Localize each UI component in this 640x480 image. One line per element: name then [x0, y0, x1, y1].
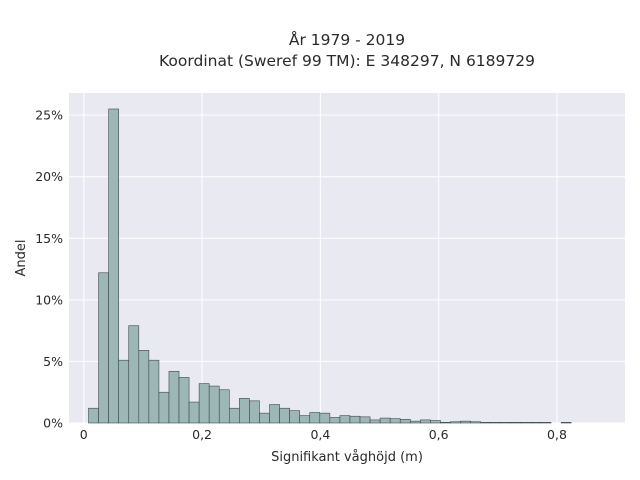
histogram-bar [128, 325, 140, 424]
histogram-bar [228, 407, 240, 424]
y-tick-label: 15% [35, 231, 63, 246]
histogram-bar [520, 422, 532, 424]
y-tick-label: 0% [43, 416, 63, 431]
histogram-bar [299, 415, 311, 424]
plot-area [69, 93, 625, 423]
x-axis-ticks: 0 0,2 0,4 0,6 0,8 [80, 427, 567, 442]
histogram-bar [420, 419, 431, 424]
x-tick-label: 0,2 [192, 427, 212, 442]
histogram-bar [178, 377, 190, 424]
histogram-bar [208, 385, 220, 424]
histogram-bar [148, 359, 160, 424]
histogram-bar [409, 420, 421, 424]
y-tick-label: 20% [35, 169, 63, 184]
histogram-bar [98, 272, 109, 424]
histogram-bar [319, 412, 331, 424]
histogram-bar [108, 108, 119, 424]
histogram-bar [329, 417, 341, 424]
histogram-bar [480, 422, 492, 424]
histogram-bar [470, 421, 481, 424]
histogram-bar [540, 422, 552, 424]
histogram-bar [249, 400, 260, 424]
histogram-bar [118, 359, 130, 424]
x-tick-label: 0,8 [547, 427, 567, 442]
histogram-bar [88, 407, 99, 424]
chart-title-line-2: Koordinat (Sweref 99 TM): E 348297, N 61… [159, 52, 535, 70]
histogram-bar [510, 422, 522, 424]
histogram-bar [158, 391, 170, 424]
histogram-bar [430, 420, 441, 424]
histogram-bar [460, 420, 471, 424]
histogram-bar [349, 415, 361, 424]
histogram-bar [198, 383, 210, 424]
histogram-bar [279, 407, 290, 424]
histogram-bar [339, 415, 351, 424]
histogram-bar [560, 422, 572, 424]
histogram-bars [88, 108, 572, 424]
histogram-bar [399, 419, 411, 424]
histogram-bar [259, 412, 270, 424]
y-axis-label: Andel [14, 240, 29, 277]
histogram-bar [218, 389, 230, 424]
histogram-bar [188, 401, 200, 424]
histogram-bar [450, 421, 461, 424]
x-tick-label: 0 [80, 427, 88, 442]
histogram-bar [309, 412, 321, 424]
histogram-bar [530, 422, 542, 424]
histogram-bar [500, 422, 512, 424]
y-tick-label: 5% [43, 354, 63, 369]
x-axis-label: Signifikant våghöjd (m) [271, 450, 423, 465]
histogram-bar [138, 350, 150, 424]
histogram-bar [168, 370, 180, 424]
y-tick-label: 10% [35, 292, 63, 307]
y-axis-ticks: 0% 5% 10% 15% 20% 25% [35, 108, 63, 431]
histogram-bar [490, 422, 502, 424]
x-tick-label: 0,4 [310, 427, 330, 442]
histogram-bar [289, 410, 300, 424]
histogram-bar [440, 422, 451, 424]
histogram-bar [239, 398, 250, 424]
histogram-bar [389, 418, 401, 424]
histogram-bar [369, 419, 381, 424]
grid-lines [69, 93, 625, 424]
histogram-bar [269, 404, 280, 424]
histogram-bar [359, 416, 371, 424]
x-tick-label: 0,6 [429, 427, 449, 442]
y-tick-label: 25% [35, 108, 63, 123]
histogram-bar [379, 417, 391, 424]
chart-title-line-1: År 1979 - 2019 [289, 30, 405, 49]
